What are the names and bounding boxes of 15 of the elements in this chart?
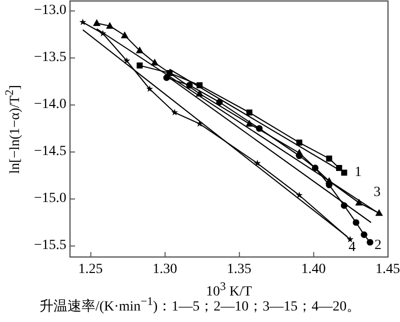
series-label: 2 (374, 238, 382, 254)
y-tick-label: −13.0 (34, 2, 66, 18)
series-label: 3 (374, 185, 381, 200)
y-tick-label: −15.5 (34, 238, 66, 253)
y-tick-label: −14.5 (34, 144, 66, 159)
x-tick-label: 1.45 (376, 262, 400, 277)
y-tick-label: −13.5 (34, 50, 66, 65)
x-tick-label: 1.30 (152, 262, 178, 277)
x-tick-label: 1.40 (301, 262, 326, 277)
x-tick-label: 1.25 (78, 262, 103, 277)
y-tick-label: −15.0 (34, 190, 66, 206)
y-tick-label: −14.0 (34, 96, 66, 112)
series-label: 1 (354, 164, 362, 180)
series-label: 4 (348, 240, 356, 256)
x-tick-label: 1.35 (226, 262, 252, 277)
